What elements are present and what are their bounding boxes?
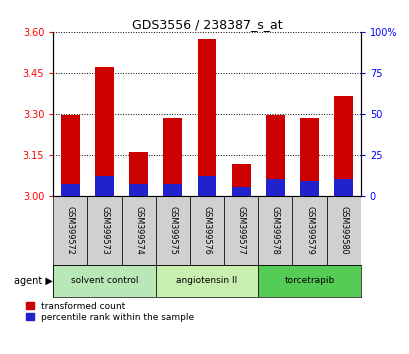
Bar: [87, 196, 121, 265]
Bar: [258, 196, 292, 265]
Bar: [95, 176, 114, 196]
Legend: transformed count, percentile rank within the sample: transformed count, percentile rank withi…: [25, 301, 195, 322]
Bar: [333, 179, 352, 196]
Bar: [265, 115, 284, 196]
Bar: [326, 196, 360, 265]
Text: GSM399577: GSM399577: [236, 206, 245, 255]
Bar: [197, 176, 216, 196]
Bar: [121, 196, 155, 265]
Bar: [299, 181, 318, 196]
Bar: [197, 39, 216, 196]
Text: GSM399574: GSM399574: [134, 206, 143, 255]
Bar: [224, 196, 258, 265]
Bar: [129, 152, 148, 196]
Bar: [258, 265, 360, 297]
Bar: [292, 196, 326, 265]
Text: GSM399573: GSM399573: [100, 206, 109, 255]
Bar: [61, 115, 80, 196]
Title: GDS3556 / 238387_s_at: GDS3556 / 238387_s_at: [131, 18, 282, 31]
Text: angiotensin II: angiotensin II: [176, 276, 237, 285]
Bar: [231, 164, 250, 196]
Text: solvent control: solvent control: [71, 276, 138, 285]
Text: GSM399579: GSM399579: [304, 206, 313, 255]
Bar: [231, 188, 250, 196]
Text: GSM399580: GSM399580: [338, 206, 347, 255]
Bar: [53, 196, 87, 265]
Bar: [95, 67, 114, 196]
Bar: [299, 118, 318, 196]
Text: GSM399572: GSM399572: [66, 206, 75, 255]
Text: GSM399578: GSM399578: [270, 206, 279, 255]
Text: GSM399575: GSM399575: [168, 206, 177, 255]
Bar: [129, 184, 148, 196]
Bar: [189, 196, 224, 265]
Bar: [333, 96, 352, 196]
Bar: [53, 265, 155, 297]
Bar: [155, 265, 258, 297]
Text: torcetrapib: torcetrapib: [284, 276, 334, 285]
Bar: [155, 196, 189, 265]
Text: agent ▶: agent ▶: [14, 276, 53, 286]
Bar: [61, 184, 80, 196]
Text: GSM399576: GSM399576: [202, 206, 211, 255]
Bar: [265, 179, 284, 196]
Bar: [163, 118, 182, 196]
Bar: [163, 184, 182, 196]
